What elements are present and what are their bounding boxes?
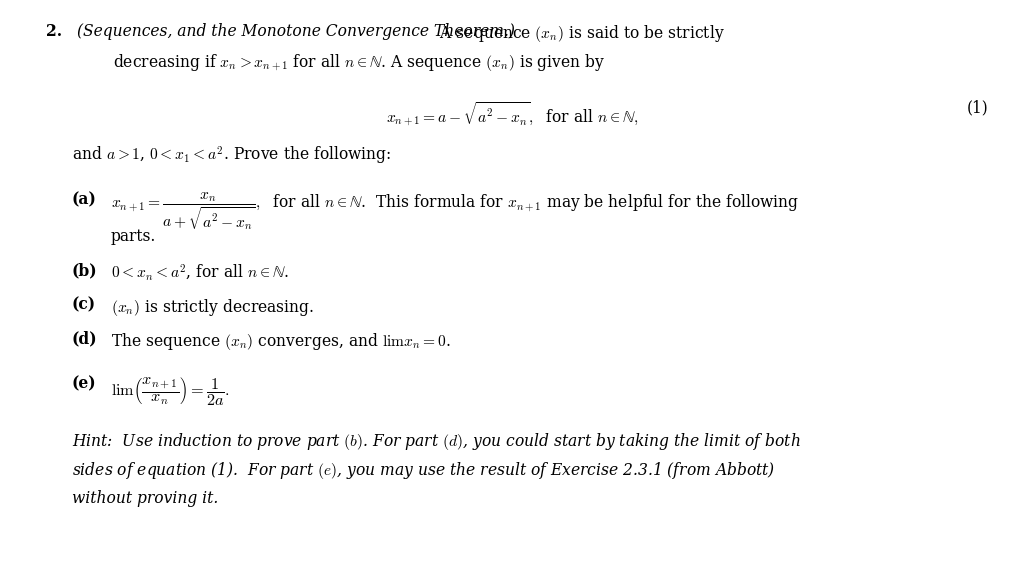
Text: parts.: parts. bbox=[111, 228, 156, 245]
Text: 2.: 2. bbox=[46, 23, 62, 39]
Text: (c): (c) bbox=[72, 297, 96, 314]
Text: $(x_n)$ is strictly decreasing.: $(x_n)$ is strictly decreasing. bbox=[111, 297, 313, 318]
Text: and $a > 1$, $0 < x_1 < a^2$. Prove the following:: and $a > 1$, $0 < x_1 < a^2$. Prove the … bbox=[72, 145, 391, 167]
Text: $x_{n+1} = a - \sqrt{a^2 - x_n},$  for all $n \in \mathbb{N},$: $x_{n+1} = a - \sqrt{a^2 - x_n},$ for al… bbox=[386, 100, 638, 128]
Text: (b): (b) bbox=[72, 263, 97, 280]
Text: $\lim \left(\dfrac{x_{n+1}}{x_n}\right) = \dfrac{1}{2a}.$: $\lim \left(\dfrac{x_{n+1}}{x_n}\right) … bbox=[111, 376, 229, 408]
Text: $0 < x_n < a^2$, for all $n \in \mathbb{N}$.: $0 < x_n < a^2$, for all $n \in \mathbb{… bbox=[111, 263, 289, 283]
Text: The sequence $(x_n)$ converges, and $\lim x_n = 0$.: The sequence $(x_n)$ converges, and $\li… bbox=[111, 331, 451, 351]
Text: (a): (a) bbox=[72, 191, 96, 208]
Text: (d): (d) bbox=[72, 331, 97, 347]
Text: sides of equation (1).  For part $(e)$, you may use the result of Exercise 2.3.1: sides of equation (1). For part $(e)$, y… bbox=[72, 460, 775, 481]
Text: (e): (e) bbox=[72, 376, 96, 393]
Text: A sequence $(x_n)$ is said to be strictly: A sequence $(x_n)$ is said to be strictl… bbox=[430, 23, 725, 43]
Text: without proving it.: without proving it. bbox=[72, 490, 218, 506]
Text: Hint:  Use induction to prove part $(b)$. For part $(d)$, you could start by tak: Hint: Use induction to prove part $(b)$.… bbox=[72, 431, 801, 452]
Text: (Sequences, and the Monotone Convergence Theorem.): (Sequences, and the Monotone Convergence… bbox=[77, 23, 515, 39]
Text: decreasing if $x_n > x_{n+1}$ for all $n \in \mathbb{N}$. A sequence $(x_n)$ is : decreasing if $x_n > x_{n+1}$ for all $n… bbox=[113, 52, 605, 73]
Text: (1): (1) bbox=[967, 100, 988, 117]
Text: $x_{n+1} = \dfrac{x_n}{a + \sqrt{a^2 - x_n}},$  for all $n \in \mathbb{N}$.  Thi: $x_{n+1} = \dfrac{x_n}{a + \sqrt{a^2 - x… bbox=[111, 191, 799, 233]
